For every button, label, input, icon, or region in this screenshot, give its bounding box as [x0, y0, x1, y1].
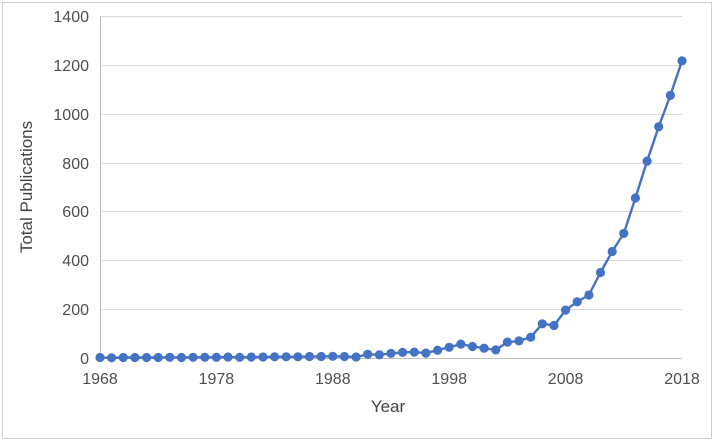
x-axis-title: Year [370, 397, 406, 416]
y-axis-title: Total Publications [17, 120, 36, 254]
data-point-marker [130, 352, 140, 363]
data-point-marker [304, 351, 315, 362]
series-line [98, 59, 684, 359]
data-point-marker [444, 342, 454, 352]
y-tick-label: 1200 [53, 58, 89, 75]
y-tick-label: 200 [62, 302, 89, 319]
chart-border [2, 2, 712, 439]
y-tick-label: 1000 [53, 107, 89, 124]
data-point-marker [142, 352, 152, 363]
data-point-marker [188, 352, 198, 362]
data-point-marker [491, 345, 501, 355]
y-tick-label: 800 [62, 156, 89, 173]
data-point-marker [107, 353, 117, 363]
y-tick-label: 1400 [53, 9, 89, 26]
data-point-marker [619, 228, 629, 238]
data-point-marker [200, 352, 210, 362]
data-point-marker [537, 319, 547, 329]
data-point-marker [526, 332, 536, 342]
y-tick-label: 600 [62, 204, 89, 221]
data-point-marker [281, 352, 291, 362]
data-point-marker [467, 341, 478, 352]
data-point-marker [398, 347, 408, 357]
x-tick-label: 1988 [315, 371, 351, 388]
data-point-marker [409, 347, 419, 357]
x-tick-label: 2018 [664, 371, 700, 388]
data-point-marker [270, 352, 280, 362]
x-tick-label: 2008 [548, 371, 584, 388]
data-point-marker [456, 339, 466, 349]
data-point-marker [386, 348, 396, 358]
data-point-marker [677, 56, 687, 66]
data-point-marker [433, 345, 443, 355]
data-point-marker [595, 267, 606, 278]
data-point-marker [502, 337, 512, 347]
data-point-marker [118, 352, 128, 363]
data-point-marker [654, 122, 664, 132]
data-point-marker [549, 320, 559, 331]
data-point-marker [153, 352, 163, 363]
data-point-marker [258, 352, 268, 362]
data-point-marker [363, 349, 373, 359]
data-point-marker [514, 336, 524, 346]
data-point-marker [374, 350, 384, 360]
data-point-marker [316, 351, 326, 362]
data-point-marker [607, 246, 617, 257]
data-point-marker [561, 305, 571, 315]
data-point-marker [246, 352, 256, 362]
data-point-marker [584, 290, 594, 300]
data-point-marker [328, 351, 338, 361]
y-tick-label: 0 [80, 351, 89, 368]
x-tick-label: 1968 [82, 371, 118, 388]
data-point-marker [630, 193, 641, 203]
data-point-marker [235, 352, 245, 362]
data-point-marker [665, 90, 676, 100]
data-point-marker [176, 352, 187, 363]
data-point-marker [479, 343, 489, 353]
data-point-marker [223, 352, 233, 362]
x-tick-label: 1978 [199, 371, 235, 388]
data-point-marker [211, 352, 221, 362]
data-point-marker [293, 352, 303, 362]
data-point-marker [95, 352, 105, 363]
data-point-marker [421, 348, 431, 358]
data-point-marker [351, 352, 361, 362]
data-point-marker [339, 351, 349, 362]
data-point-marker [165, 352, 175, 362]
y-tick-label: 400 [62, 253, 89, 270]
data-point-marker [572, 297, 582, 307]
x-tick-label: 1998 [431, 371, 467, 388]
data-point-marker [642, 156, 652, 166]
